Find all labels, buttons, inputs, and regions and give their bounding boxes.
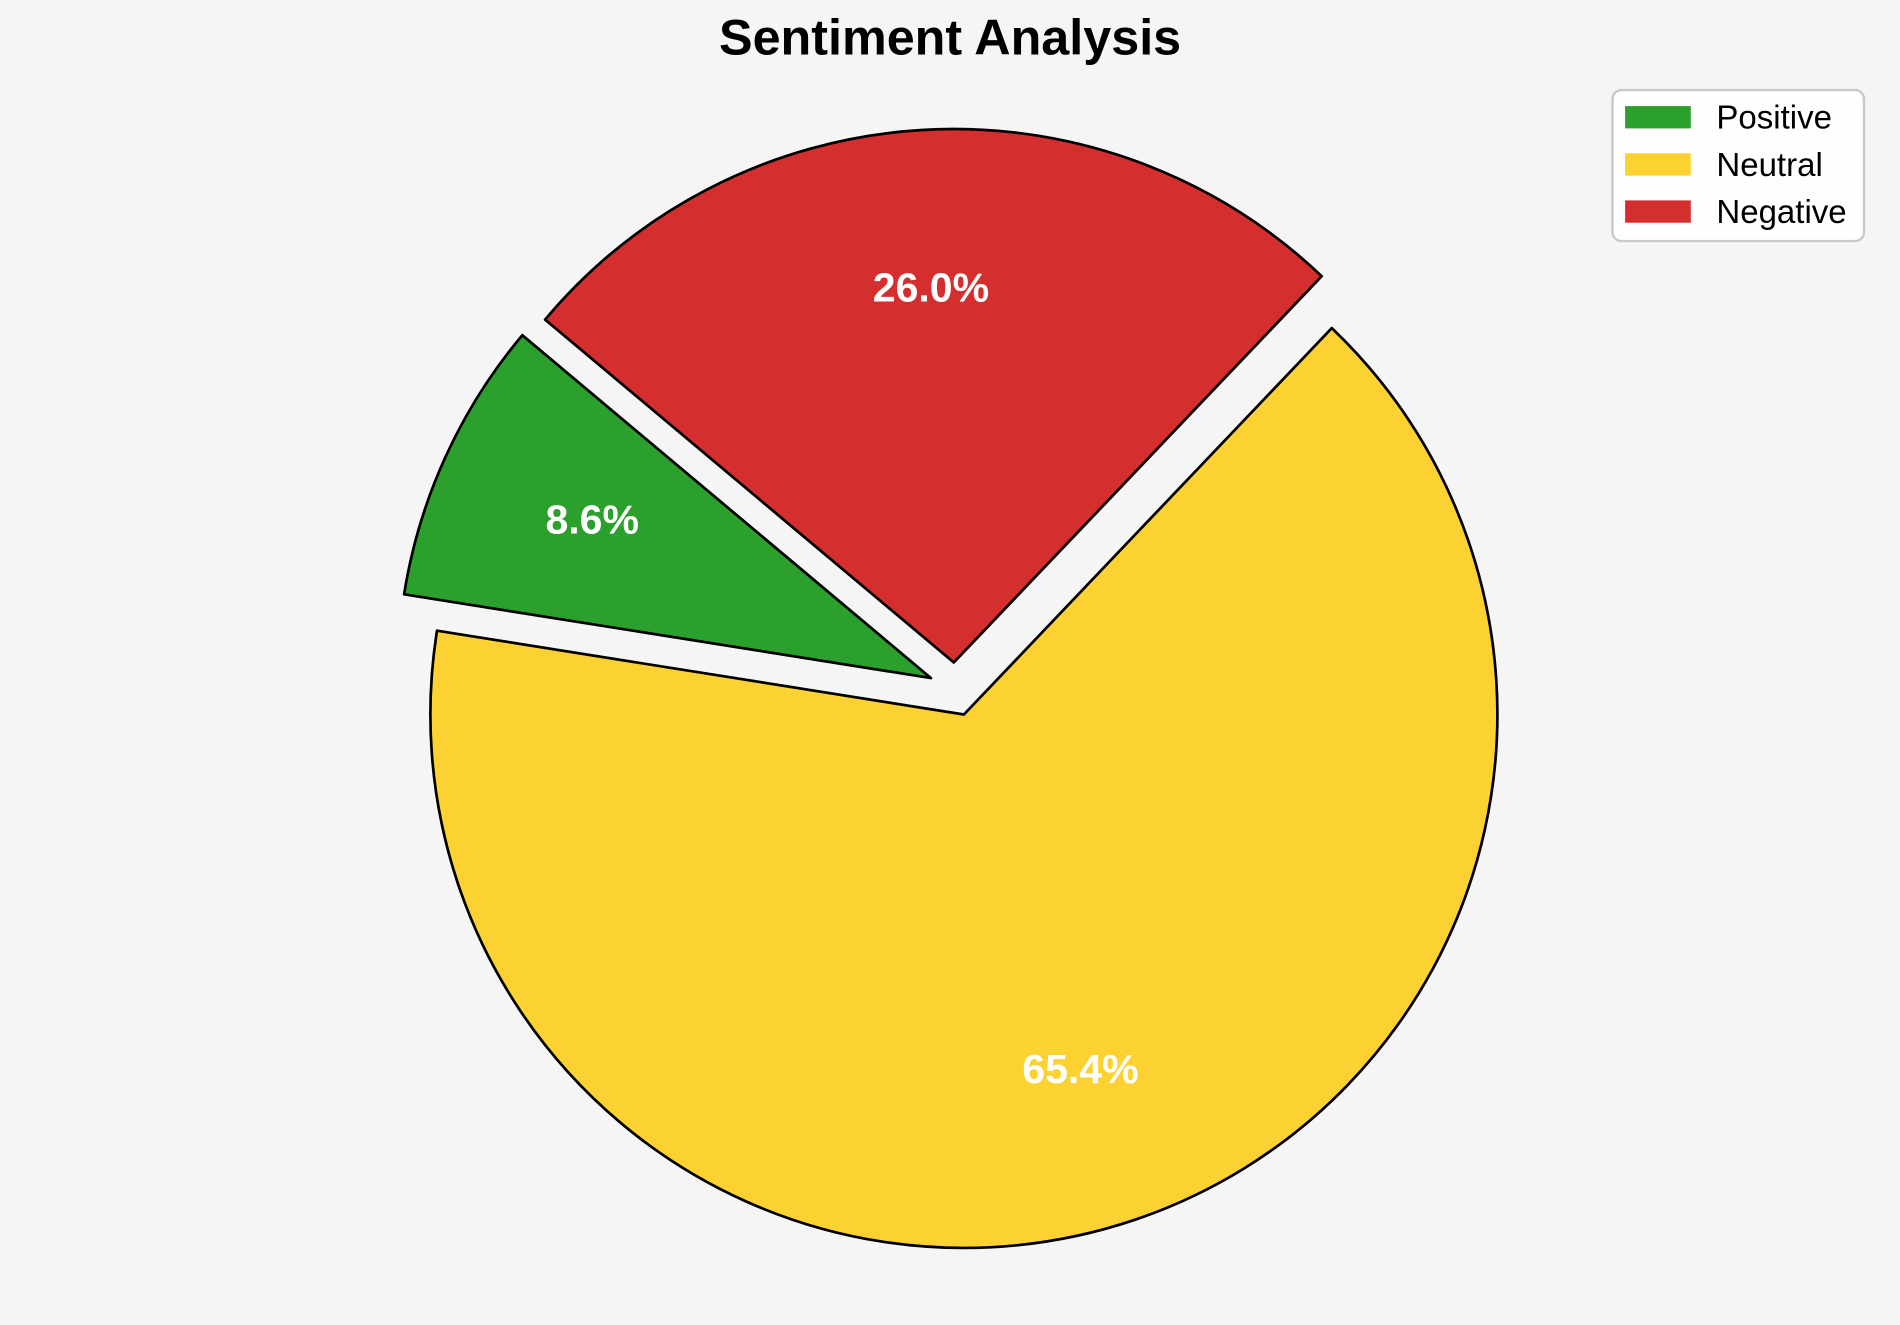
svg-text:Neutral: Neutral: [1716, 146, 1822, 183]
svg-text:Negative: Negative: [1716, 193, 1846, 230]
svg-text:Positive: Positive: [1716, 99, 1832, 136]
svg-text:65.4%: 65.4%: [1022, 1046, 1138, 1092]
svg-text:8.6%: 8.6%: [545, 497, 638, 543]
svg-text:Sentiment Analysis: Sentiment Analysis: [719, 8, 1181, 65]
svg-text:26.0%: 26.0%: [873, 264, 989, 310]
